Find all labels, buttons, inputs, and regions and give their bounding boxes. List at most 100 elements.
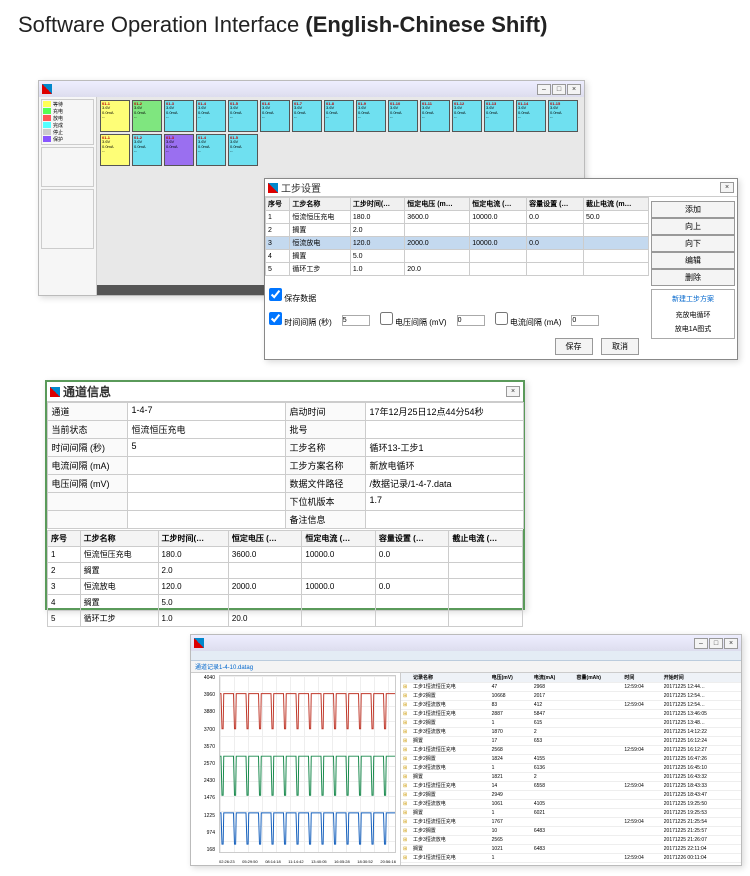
data-row[interactable]: ⊞搁置1821220171225 16:43:32 [401, 772, 741, 781]
expand-icon[interactable]: ⊞ [401, 754, 411, 763]
data-row[interactable]: ⊞工步2搁置1824415520171225 16:47:26 [401, 754, 741, 763]
data-row[interactable]: ⊞工步1恒流恒压充电14655812:59:0420171225 18:43:3… [401, 781, 741, 790]
close-button[interactable]: × [567, 84, 581, 95]
channel-chip[interactable]: 01-133.6V0.0mA-- [484, 100, 514, 132]
expand-icon[interactable]: ⊞ [401, 799, 411, 808]
expand-icon[interactable]: ⊞ [401, 808, 411, 817]
data-row[interactable]: ⊞工步2搁置10668201720171225 12:54… [401, 691, 741, 700]
col-header[interactable]: 电压(mV) [490, 673, 532, 682]
expand-icon[interactable]: ⊞ [401, 709, 411, 718]
win3-titlebar[interactable]: 通道信息 × [47, 382, 523, 402]
channel-chip[interactable]: 01-103.6V0.0mA-- [388, 100, 418, 132]
voltage-interval-checkbox[interactable]: 电压间隔 (mV) [380, 312, 447, 328]
channel-chip[interactable]: 01-23.6V0.0mA-- [132, 100, 162, 132]
expand-icon[interactable]: ⊞ [401, 826, 411, 835]
expand-icon[interactable]: ⊞ [401, 844, 411, 853]
channel-chip[interactable]: 01-43.6V0.0mA-- [196, 100, 226, 132]
table-row[interactable]: 3恒流放电120.02000.010000.00.0 [266, 237, 649, 250]
save-data-checkbox[interactable]: 保存数据 [269, 288, 316, 304]
col-header[interactable]: 容量(mAh) [575, 673, 623, 682]
channel-chip[interactable]: 01-153.6V0.0mA-- [548, 100, 578, 132]
time-interval-checkbox[interactable]: 时间间隔 (秒) [269, 312, 332, 328]
data-row[interactable]: ⊞工步3恒流放电1870220171225 14:12:22 [401, 727, 741, 736]
data-row[interactable]: ⊞工步3恒流放电8341212:59:0420171225 12:54… [401, 700, 741, 709]
expand-icon[interactable]: ⊞ [401, 745, 411, 754]
channel-chip[interactable]: 01-93.6V0.0mA-- [356, 100, 386, 132]
channel-chip[interactable]: 01-13.6V0.0mA-- [100, 100, 130, 132]
col-header[interactable]: 开始时间 [662, 673, 741, 682]
table-row[interactable]: 1恒流恒压充电180.03600.010000.00.050.0 [266, 211, 649, 224]
minimize-button[interactable]: – [694, 638, 708, 649]
save-button[interactable]: 保存 [555, 338, 593, 355]
close-button[interactable]: × [724, 638, 738, 649]
side-button[interactable]: 向上 [651, 218, 735, 235]
expand-icon[interactable]: ⊞ [401, 736, 411, 745]
expand-icon[interactable]: ⊞ [401, 853, 411, 862]
col-header[interactable] [401, 673, 411, 682]
close-button[interactable]: × [720, 182, 734, 193]
channel-chip[interactable]: 01-33.6V0.0mA-- [164, 100, 194, 132]
data-row[interactable]: ⊞搁置1602120171225 19:25:53 [401, 808, 741, 817]
channel-chip[interactable]: 01-43.6V0.0mA-- [196, 134, 226, 166]
col-header[interactable]: 序号 [266, 198, 290, 211]
data-row[interactable]: ⊞工步3恒流放电1061410520171225 19:25:50 [401, 799, 741, 808]
steps-table[interactable]: 序号工步名称工步时间(…恒定电压 (m…恒定电流 (…容量设置 (…截止电流 (… [265, 197, 649, 276]
col-header[interactable]: 记录名称 [411, 673, 490, 682]
expand-icon[interactable]: ⊞ [401, 835, 411, 844]
col-header[interactable]: 时间 [622, 673, 661, 682]
table-row[interactable]: 2搁置2.0 [266, 224, 649, 237]
channel-chip[interactable]: 01-23.6V0.0mA-- [132, 134, 162, 166]
cancel-button[interactable]: 取消 [601, 338, 639, 355]
col-header[interactable]: 电流(mA) [532, 673, 575, 682]
col-header[interactable]: 工步时间(… [350, 198, 404, 211]
time-interval-input[interactable] [342, 315, 370, 326]
channel-chip[interactable]: 01-73.6V0.0mA-- [292, 100, 322, 132]
expand-icon[interactable]: ⊞ [401, 790, 411, 799]
data-row[interactable]: ⊞工步1恒流恒压充电112:59:0420171226 00:11:04 [401, 853, 741, 862]
win1-titlebar[interactable]: – □ × [39, 81, 584, 97]
current-interval-input[interactable] [571, 315, 599, 326]
data-row[interactable]: ⊞工步1恒流恒压充电47296812:59:0420171225 12:44… [401, 682, 741, 691]
expand-icon[interactable]: ⊞ [401, 700, 411, 709]
side-button[interactable]: 编辑 [651, 252, 735, 269]
expand-icon[interactable]: ⊞ [401, 781, 411, 790]
toolbar[interactable] [191, 651, 741, 661]
expand-icon[interactable]: ⊞ [401, 682, 411, 691]
table-row[interactable]: 5循环工步1.020.0 [266, 263, 649, 276]
data-row[interactable]: ⊞搁置1021648320171225 22:11:04 [401, 844, 741, 853]
expand-icon[interactable]: ⊞ [401, 817, 411, 826]
col-header[interactable]: 恒定电压 (m… [405, 198, 470, 211]
data-row[interactable]: ⊞工步2搁置161520171225 13:48… [401, 718, 741, 727]
scheme-header[interactable]: 新建工步方案 [654, 292, 732, 306]
channel-chip[interactable]: 01-83.6V0.0mA-- [324, 100, 354, 132]
channel-chip[interactable]: 01-53.6V0.0mA-- [228, 134, 258, 166]
data-row[interactable]: ⊞工步2搁置294920171225 18:43:47 [401, 790, 741, 799]
col-header[interactable]: 恒定电流 (… [470, 198, 527, 211]
data-row[interactable]: ⊞工步2搁置10648320171225 21:25:57 [401, 826, 741, 835]
channel-chip[interactable]: 01-33.6V0.0mA-- [164, 134, 194, 166]
col-header[interactable]: 截止电流 (m… [584, 198, 649, 211]
data-row[interactable]: ⊞搁置1765320171225 16:12:24 [401, 736, 741, 745]
scheme-item[interactable]: 放电1A图式 [654, 322, 732, 336]
channel-chip[interactable]: 01-113.6V0.0mA-- [420, 100, 450, 132]
data-row[interactable]: ⊞工步1恒流恒压充电176712:59:0420171225 21:25:54 [401, 817, 741, 826]
data-row[interactable]: ⊞工步1恒流恒压充电256812:59:0420171225 16:12:27 [401, 745, 741, 754]
expand-icon[interactable]: ⊞ [401, 772, 411, 781]
channel-chip[interactable]: 01-143.6V0.0mA-- [516, 100, 546, 132]
col-header[interactable]: 容量设置 (… [527, 198, 584, 211]
tab-bar[interactable]: 通道记录1-4-10.datag [191, 661, 741, 673]
channel-chip[interactable]: 01-53.6V0.0mA-- [228, 100, 258, 132]
maximize-button[interactable]: □ [709, 638, 723, 649]
side-button[interactable]: 删除 [651, 269, 735, 286]
current-interval-checkbox[interactable]: 电流间隔 (mA) [495, 312, 562, 328]
minimize-button[interactable]: – [537, 84, 551, 95]
side-button[interactable]: 添加 [651, 201, 735, 218]
side-button[interactable]: 向下 [651, 235, 735, 252]
col-header[interactable]: 工步名称 [290, 198, 350, 211]
win4-titlebar[interactable]: – □ × [191, 635, 741, 651]
close-button[interactable]: × [506, 386, 520, 397]
expand-icon[interactable]: ⊞ [401, 718, 411, 727]
win2-titlebar[interactable]: 工步设置 × [265, 179, 737, 197]
channel-chip[interactable]: 01-13.6V0.0mA-- [100, 134, 130, 166]
chart-plot[interactable] [219, 675, 396, 853]
